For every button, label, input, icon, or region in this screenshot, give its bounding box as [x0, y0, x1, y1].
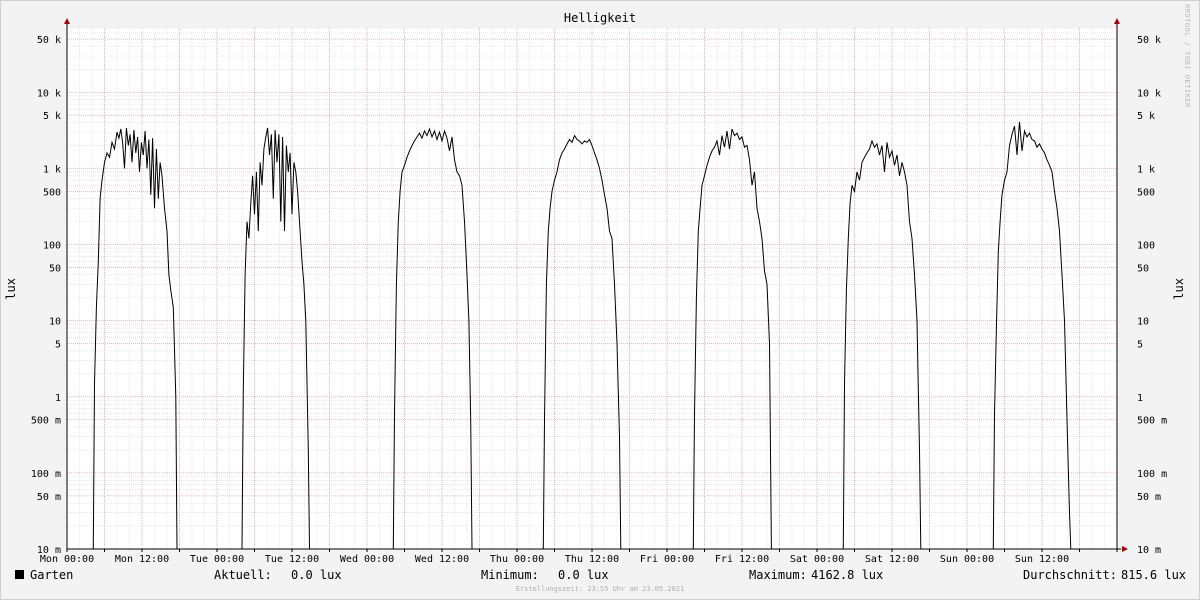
- y-axis-label-left: lux: [4, 278, 18, 300]
- y-tick-label-right: 5 k: [1137, 111, 1155, 122]
- y-tick-label-right: 5: [1137, 340, 1143, 351]
- y-tick-label-right: 50 m: [1137, 492, 1161, 503]
- y-tick-label-right: 10: [1137, 317, 1149, 328]
- x-tick-label: Mon 00:00: [40, 554, 94, 565]
- y-tick-label-left: 10 k: [37, 88, 61, 99]
- y-tick-labels-left: 10 m 50 m 100 m 500 m 1 5 10 50 100 500 1 k 5 k 10 k…: [31, 35, 61, 556]
- x-tick-label: Sun 00:00: [940, 554, 994, 565]
- x-axis-arrow: [1122, 546, 1128, 552]
- y-axis-arrow-right: [1114, 18, 1120, 24]
- legend-min-label: Minimum:: [481, 568, 539, 582]
- y-tick-labels-right: 10 m 50 m 100 m 500 m 1 5 10 50 100 500 1 k 5 k 10 k…: [1137, 35, 1167, 556]
- y-tick-label-left: 1: [55, 393, 61, 404]
- x-tick-label: Fri 12:00: [715, 554, 769, 565]
- y-tick-label-left: 1 k: [43, 164, 61, 175]
- x-tick-label: Wed 00:00: [340, 554, 394, 565]
- x-tick-label: Sat 12:00: [865, 554, 919, 565]
- y-tick-label-left: 5 k: [43, 111, 61, 122]
- x-tick-label: Thu 12:00: [565, 554, 619, 565]
- y-tick-label-left: 50 m: [37, 492, 61, 503]
- legend-series-name: Garten: [30, 568, 74, 582]
- y-tick-label-right: 1: [1137, 393, 1143, 404]
- legend-current-value: 0.0 lux: [291, 568, 342, 582]
- y-tick-label-left: 5: [55, 340, 61, 351]
- x-tick-label: Fri 00:00: [640, 554, 694, 565]
- y-tick-label-left: 100 m: [31, 469, 61, 480]
- legend-avg-label: Durchschnitt:: [1023, 568, 1117, 582]
- y-tick-label-right: 500 m: [1137, 416, 1167, 427]
- legend-swatch: [15, 570, 24, 579]
- x-tick-label: Tue 00:00: [190, 554, 244, 565]
- y-axis-label-right: lux: [1172, 278, 1186, 300]
- y-tick-label-left: 10 m: [37, 545, 61, 556]
- y-tick-label-right: 10 k: [1137, 88, 1161, 99]
- major-grid: [66, 28, 1118, 550]
- y-tick-label-left: 500 m: [31, 416, 61, 427]
- y-tick-label-right: 10 m: [1137, 545, 1161, 556]
- y-tick-label-right: 50 k: [1137, 35, 1161, 46]
- legend-avg-value: 815.6 lux: [1121, 568, 1187, 582]
- y-tick-label-left: 500: [43, 187, 61, 198]
- x-tick-label: Thu 00:00: [490, 554, 544, 565]
- creation-timestamp: Erstellungszeit: 23:55 Uhr am 23.05.2021: [515, 585, 685, 593]
- x-tick-label: Sat 00:00: [790, 554, 844, 565]
- y-tick-label-right: 1 k: [1137, 164, 1155, 175]
- chart-title: Helligkeit: [563, 11, 637, 25]
- legend-min-value: 0.0 lux: [558, 568, 609, 582]
- y-tick-label-left: 100: [43, 241, 61, 252]
- y-tick-label-right: 100 m: [1137, 469, 1167, 480]
- x-tick-label: Wed 12:00: [415, 554, 469, 565]
- legend-max-label: Maximum:: [749, 568, 807, 582]
- y-axis-arrow-left: [64, 18, 70, 24]
- rrdtool-watermark: RRDTOOL / TOBI OETIKER: [1183, 4, 1191, 108]
- y-tick-label-left: 10: [49, 317, 61, 328]
- legend-current-label: Aktuell:: [214, 568, 272, 582]
- y-tick-label-left: 50 k: [37, 35, 61, 46]
- y-tick-label-right: 50: [1137, 263, 1149, 274]
- legend-max-value: 4162.8 lux: [811, 568, 884, 582]
- x-tick-label: Sun 12:00: [1015, 554, 1069, 565]
- axes: [64, 18, 1128, 552]
- x-tick-label: Mon 12:00: [115, 554, 169, 565]
- y-tick-label-left: 50: [49, 263, 61, 274]
- x-tick-labels: Mon 00:00 Mon 12:00 Tue 00:00 Tue 12:00 Wed …: [40, 554, 1069, 565]
- x-tick-label: Tue 12:00: [265, 554, 319, 565]
- y-tick-label-right: 500: [1137, 187, 1155, 198]
- y-tick-label-right: 100: [1137, 241, 1155, 252]
